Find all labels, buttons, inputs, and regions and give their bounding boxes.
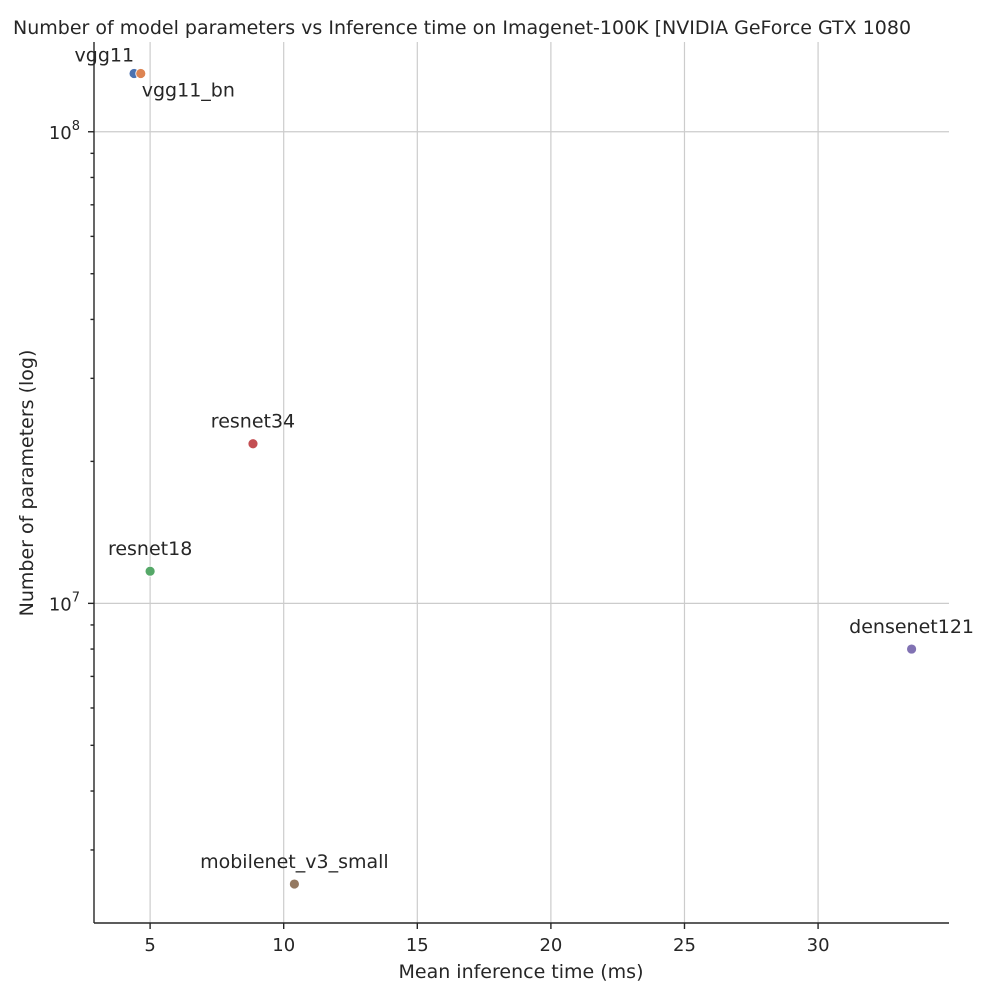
x-tick-label: 10 [272, 935, 295, 956]
x-tick-label: 20 [539, 935, 562, 956]
axes-spines [93, 42, 949, 924]
x-tick-label: 15 [406, 935, 429, 956]
x-tick-label: 5 [144, 935, 155, 956]
point-label-resnet34: resnet34 [211, 411, 295, 433]
point-label-resnet18: resnet18 [108, 538, 192, 560]
axis-ticks: 5 10 15 20 25 30 107 108 [49, 119, 830, 956]
y-axis-label: Number of parameters (log) [16, 350, 38, 617]
data-point-resnet18 [144, 565, 156, 577]
grid-lines [94, 42, 949, 923]
point-label-vgg11: vgg11 [75, 45, 135, 67]
x-tick-label: 25 [673, 935, 696, 956]
data-point-vgg11_bn [135, 68, 147, 79]
chart-title: Number of model parameters vs Inference … [13, 17, 911, 39]
x-tick-label: 30 [807, 935, 830, 956]
data-point-mobilenet_v3_small [288, 878, 300, 890]
x-axis-label: Mean inference time (ms) [398, 961, 643, 983]
y-tick-label: 108 [49, 119, 80, 144]
point-labels: vgg11 vgg11_bn resnet34 resnet18 densenet121… [75, 45, 974, 874]
data-point-resnet34 [247, 438, 259, 450]
y-tick-label: 107 [49, 590, 80, 615]
point-label-vgg11_bn: vgg11_bn [142, 80, 235, 102]
point-label-mobilenet_v3_small: mobilenet_v3_small [200, 851, 389, 873]
data-point-densenet121 [906, 643, 917, 655]
point-label-densenet121: densenet121 [849, 616, 974, 638]
data-points [128, 68, 917, 890]
